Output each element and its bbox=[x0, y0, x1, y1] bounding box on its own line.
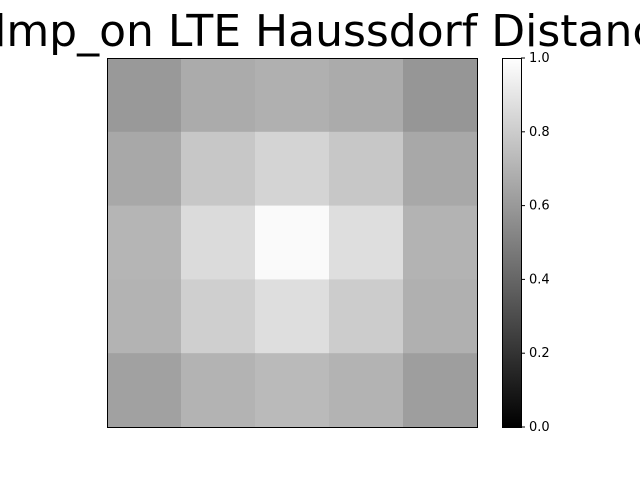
chart-title: _dmp_on LTE Haussdorf Distance bbox=[0, 6, 640, 57]
colorbar-tick-label: 0.6 bbox=[529, 199, 550, 214]
colorbar-gradient bbox=[502, 58, 521, 427]
heatmap-cell-r0-c4 bbox=[403, 58, 478, 133]
heatmap-cell-r4-c4 bbox=[403, 353, 478, 428]
heatmap-cell-r2-c0 bbox=[107, 205, 182, 280]
heatmap-cell-r3-c2 bbox=[255, 279, 330, 354]
heatmap-cell-r3-c0 bbox=[107, 279, 182, 354]
heatmap-cell-r3-c3 bbox=[329, 279, 404, 354]
chart-title-region: _dmp_on LTE Haussdorf Distance bbox=[0, 0, 640, 60]
heatmap-cell-r3-c1 bbox=[181, 279, 256, 354]
heatmap-cell-r1-c4 bbox=[403, 131, 478, 207]
heatmap-cell-r4-c2 bbox=[255, 353, 330, 428]
heatmap-cell-r1-c2 bbox=[255, 131, 330, 207]
heatmap-cell-r4-c3 bbox=[329, 353, 404, 428]
heatmap-cell-r2-c1 bbox=[181, 205, 256, 280]
plot-frame bbox=[107, 58, 478, 428]
heatmap-cell-r3-c4 bbox=[403, 279, 478, 354]
heatmap-cell-r2-c2 bbox=[255, 205, 330, 280]
heatmap-cell-r1-c0 bbox=[107, 131, 182, 207]
heatmap-cell-r2-c4 bbox=[403, 205, 478, 280]
colorbar-tick-label: 0.2 bbox=[529, 346, 550, 361]
heatmap-cell-r0-c2 bbox=[255, 58, 330, 133]
heatmap-cell-r4-c0 bbox=[107, 353, 182, 428]
heatmap-cell-r1-c1 bbox=[181, 131, 256, 207]
heatmap-cell-r4-c1 bbox=[181, 353, 256, 428]
colorbar-tick-label: 1.0 bbox=[529, 51, 550, 66]
heatmap-cells bbox=[107, 58, 478, 428]
heatmap-cell-r2-c3 bbox=[329, 205, 404, 280]
colorbar-frame bbox=[502, 58, 522, 428]
colorbar-tick-label: 0.8 bbox=[529, 125, 550, 140]
heatmap-cell-r0-c3 bbox=[329, 58, 404, 133]
heatmap-cell-r0-c1 bbox=[181, 58, 256, 133]
heatmap-cell-r1-c3 bbox=[329, 131, 404, 207]
colorbar-tick-label: 0.4 bbox=[529, 272, 550, 287]
colorbar-tick-label: 0.0 bbox=[529, 420, 550, 435]
heatmap-cell-r0-c0 bbox=[107, 58, 182, 133]
